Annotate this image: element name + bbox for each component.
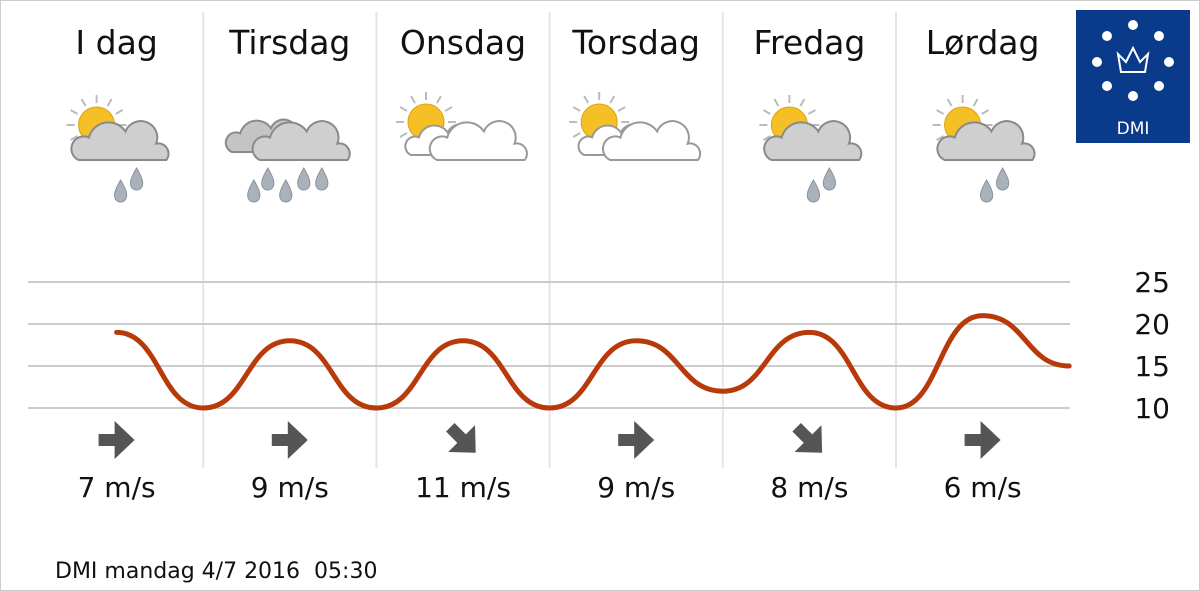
logo-crown	[1116, 45, 1150, 73]
sun-ray	[106, 98, 113, 107]
weather-icon	[224, 118, 351, 203]
sun-ray	[972, 98, 979, 107]
sun-ray	[762, 135, 771, 141]
y-tick-label: 25	[1134, 266, 1170, 299]
rain-drop	[315, 167, 329, 191]
sun-ray	[583, 95, 590, 104]
wind-speed: 9 m/s	[251, 471, 329, 504]
sun-ray	[762, 109, 771, 115]
day-label: I dag	[75, 23, 157, 62]
sun-ray	[436, 95, 442, 104]
sun-ray	[572, 106, 581, 112]
sun-ray	[70, 109, 79, 115]
wind-arrow	[98, 421, 135, 459]
weather-icon	[569, 92, 702, 161]
wind-speed: 7 m/s	[78, 471, 156, 504]
cloud	[601, 120, 702, 161]
rain-drop	[995, 167, 1010, 191]
cloud	[936, 120, 1036, 161]
logo-box	[1076, 10, 1190, 143]
sun-ray	[807, 109, 816, 115]
sun-ray	[773, 98, 780, 107]
wind-arrow	[792, 423, 823, 453]
logo-text: DMI	[1117, 119, 1150, 139]
rain-drop	[279, 179, 293, 203]
weather-icon	[396, 92, 528, 161]
temperature-line	[114, 313, 1072, 411]
weather-icon	[932, 95, 1036, 203]
rain-drop	[247, 179, 261, 203]
sun-ray	[936, 109, 945, 115]
sun-ray	[609, 95, 616, 104]
cloud	[763, 120, 863, 161]
sun-ray	[572, 132, 581, 138]
rain-drop	[297, 167, 311, 191]
rain-drop	[261, 167, 275, 191]
wind-speed: 6 m/s	[944, 471, 1022, 504]
sun-ray	[410, 95, 416, 104]
weather-icon	[66, 95, 170, 203]
rain-drop	[979, 179, 994, 203]
wind-arrow	[446, 423, 476, 453]
sun-ray	[399, 106, 408, 112]
sun-ray	[70, 135, 79, 141]
sun-ray	[946, 98, 953, 107]
day-label: Fredag	[753, 23, 865, 62]
wind-arrow	[964, 421, 1001, 459]
day-label: Onsdag	[400, 23, 526, 62]
cloud	[428, 120, 528, 161]
y-tick-label: 10	[1134, 392, 1170, 425]
logo: DMI	[1076, 10, 1190, 143]
weather-icon	[759, 95, 863, 203]
rain-drop	[129, 167, 144, 191]
logo-dots	[1092, 20, 1174, 101]
wind-speed: 9 m/s	[597, 471, 675, 504]
rain-drop	[113, 179, 128, 203]
sun-ray	[981, 109, 990, 115]
sun-ray	[80, 98, 87, 107]
day-label: Lørdag	[926, 23, 1040, 62]
wind-arrow	[271, 421, 308, 459]
footer: DMI mandag 4/7 2016 05:30	[55, 559, 377, 584]
rain-drop	[806, 179, 821, 203]
sun-ray	[936, 135, 945, 141]
day-label: Tirsdag	[228, 23, 350, 62]
sun-ray	[799, 98, 806, 107]
cloud	[70, 120, 170, 161]
wind-speed: 11 m/s	[415, 471, 511, 504]
rain-drop	[822, 167, 837, 191]
y-tick-label: 15	[1134, 350, 1170, 383]
y-tick-label: 20	[1134, 308, 1170, 341]
sun-ray	[617, 106, 626, 112]
wind-speed: 8 m/s	[770, 471, 848, 504]
sun-ray	[444, 106, 453, 112]
sun-ray	[399, 132, 408, 138]
wind-arrow	[618, 421, 655, 459]
day-label: Torsdag	[571, 23, 700, 62]
cloud	[251, 120, 351, 161]
sun-ray	[115, 109, 124, 115]
